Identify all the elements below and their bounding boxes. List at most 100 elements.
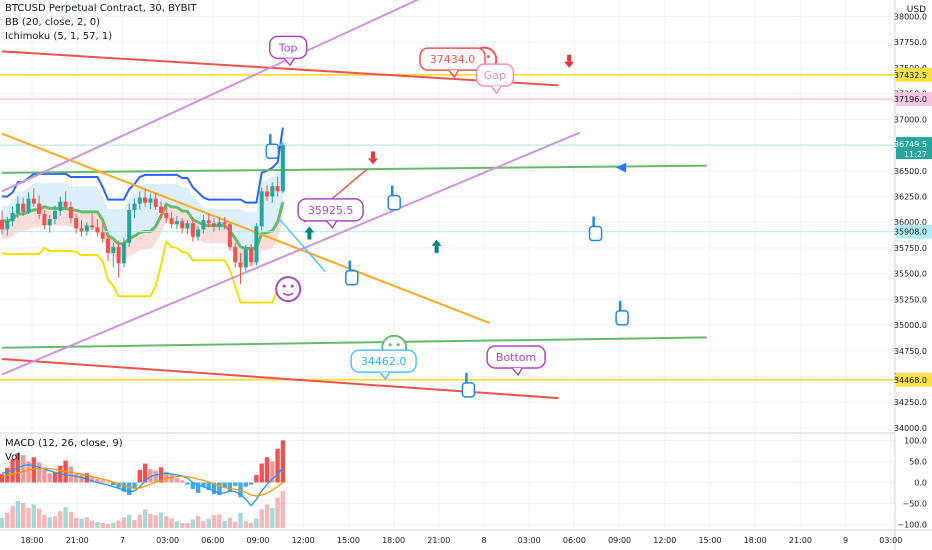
smiley-face-icon-eye [486, 55, 490, 59]
volume-bar [190, 519, 195, 528]
candle-body [190, 223, 195, 237]
volume-bar [280, 490, 286, 528]
price-tick-label: 34250.0 [894, 398, 927, 407]
price-level-tag-text: 34468.0 [894, 376, 927, 385]
price-tick-label: 35750.0 [894, 244, 927, 253]
macd-histogram-bar [52, 471, 58, 483]
candle-body [95, 227, 100, 233]
bb-legend[interactable]: BB (20, close, 2, 0) [5, 17, 100, 28]
down-arrow-icon [564, 61, 575, 68]
time-tick-label: 03:00 [879, 536, 902, 545]
candle-body [127, 209, 132, 243]
volume-bar [222, 520, 227, 528]
volume-bar [158, 512, 164, 528]
volume-bar [95, 521, 100, 528]
macd-legend[interactable]: MACD (12, 26, close, 9) [5, 438, 123, 449]
callout-label: 35925.5 [308, 204, 354, 217]
price-tick-label: 35250.0 [894, 295, 927, 304]
macd-histogram-bar [270, 461, 275, 483]
macd-axis[interactable]: 100.0 50.0 0.0 −50.0 −100.0 [897, 436, 927, 529]
candle-body [10, 212, 15, 222]
candle-body [169, 218, 174, 225]
time-tick-label: 9 [843, 536, 848, 545]
volume-bar [100, 522, 105, 528]
candle-body [106, 238, 110, 254]
pointing-hand-icon [461, 382, 476, 398]
vol-legend[interactable]: Vol [5, 452, 20, 463]
volume-bar [254, 518, 259, 528]
macd-histogram-bar [116, 482, 121, 488]
pointing-hand-icon [615, 310, 629, 326]
pointing-hand-icon [345, 269, 359, 286]
candle-body [265, 191, 269, 197]
price-tick-label: 36500.0 [894, 167, 927, 176]
macd-histogram-bar [227, 482, 233, 491]
candle-body [31, 198, 36, 204]
macd-histogram-bar [74, 474, 79, 483]
candle-body [254, 226, 259, 263]
candle-body [174, 221, 179, 225]
volume-bar [15, 501, 21, 528]
macd-histogram-bar [0, 474, 5, 483]
macd-histogram-bar [153, 470, 158, 483]
macd-histogram-bar [211, 482, 217, 495]
macd-histogram-bar [100, 480, 105, 483]
symbol-title[interactable]: BTCUSD Perpetual Contract, 30, BYBIT [5, 3, 197, 14]
time-tick-label: 03:00 [518, 536, 541, 545]
macd-histogram-bar [280, 440, 286, 483]
macd-histogram-bar [180, 480, 185, 483]
volume-bar [58, 511, 63, 528]
ichimoku-cloud [2, 136, 283, 266]
price-tick-label: 34750.0 [894, 347, 927, 356]
volume-bar [79, 518, 84, 528]
pointing-hand-icon [387, 194, 401, 211]
candle-body [143, 197, 148, 203]
callout-tail [447, 69, 460, 79]
volume-bar [137, 514, 142, 528]
volume-bar [248, 522, 254, 528]
price-level-labels: 37432.5 37196.0 35908.0 34468.0 36749.511:27 [894, 67, 932, 387]
volume-bar [233, 521, 238, 528]
callout-label: Gap [484, 69, 506, 82]
volume-bar [185, 522, 190, 528]
volume-bar [227, 517, 233, 528]
volume-bar [142, 509, 148, 528]
volume-bar [217, 514, 222, 528]
trend-line-violet-lower-channel [1, 131, 581, 376]
volume-bar [153, 515, 158, 528]
volume-bar [26, 507, 31, 528]
macd-histogram-bar [275, 448, 280, 483]
macd-histogram-bar [264, 457, 270, 483]
time-tick-label: 09:00 [246, 536, 269, 545]
volume-bar [259, 509, 264, 528]
green-face-icon-eye [388, 343, 392, 347]
callout-tail [490, 85, 502, 95]
ichimoku-legend[interactable]: Ichimoku (5, 1, 57, 1) [5, 31, 113, 42]
volume-bar [238, 512, 243, 528]
price-tick-label: 34000.0 [894, 424, 927, 433]
left-arrow-icon [616, 162, 627, 173]
macd-histogram-bar [190, 482, 195, 489]
time-tick-label: 06:00 [201, 536, 224, 545]
macd-histogram-bar [127, 482, 132, 496]
candle-body [275, 186, 280, 192]
candle-body [259, 191, 264, 227]
price-level-tag [896, 224, 932, 239]
candle-body [116, 246, 121, 264]
trend-lines [1, 0, 707, 400]
candle-body [238, 262, 243, 268]
time-tick-label: 03:00 [156, 536, 179, 545]
macd-histogram-bar [217, 482, 222, 496]
volume-bar [169, 518, 174, 528]
candle-body [121, 242, 126, 264]
volume-bar [121, 517, 127, 528]
callout-label: 37434.0 [430, 53, 476, 66]
macd-line [1, 464, 284, 507]
candle-body [42, 213, 47, 226]
time-axis[interactable]: 18:00 21:00 7 03:00 06:00 09:00 12:00 15:00 18:0… [20, 536, 902, 545]
volume-bar [31, 504, 36, 528]
macd-histogram-bar [248, 482, 254, 485]
callout-tail [283, 57, 295, 67]
volume-bar [10, 506, 15, 528]
